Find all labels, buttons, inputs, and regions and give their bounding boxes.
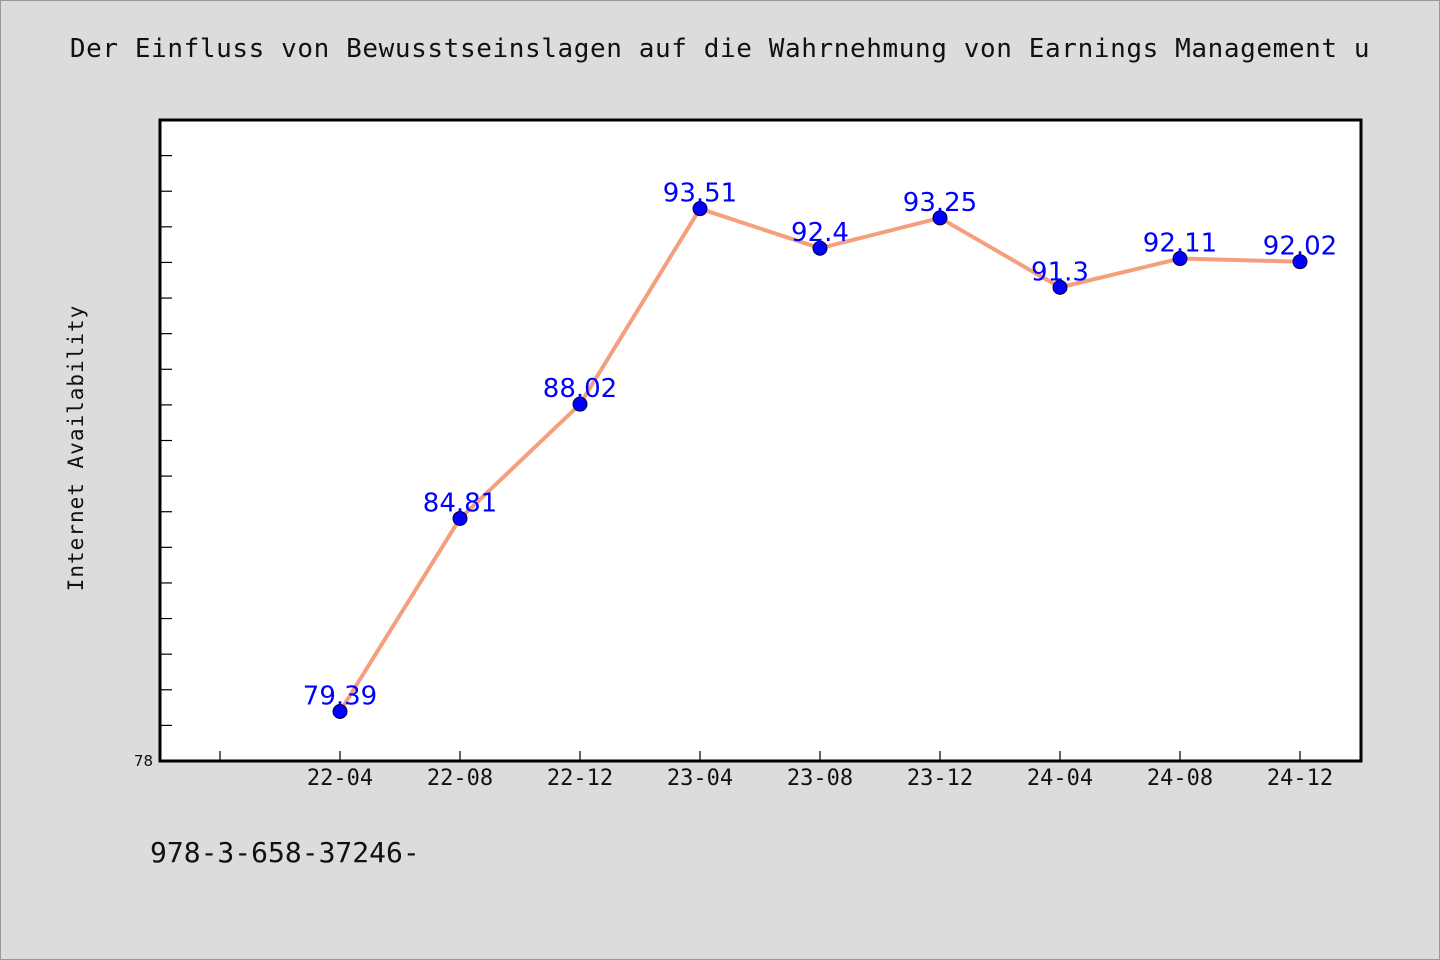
data-label: 93.25 [903, 188, 977, 218]
x-tick-label: 24-12 [1267, 766, 1333, 791]
y-tick-label: 78 [134, 752, 153, 770]
data-point [1172, 251, 1188, 267]
x-tick-label: 24-04 [1027, 766, 1093, 791]
data-label: 92.02 [1263, 232, 1337, 262]
data-label: 92.11 [1143, 229, 1217, 259]
x-axis-ticks: 22-04 22-08 22-12 23-04 23-08 23-12 24-04 24-08… [219, 751, 1333, 791]
data-point [572, 396, 588, 412]
y-axis-ticks: 78 [134, 155, 172, 770]
x-tick-label: 23-12 [907, 766, 973, 791]
data-label: 92.4 [791, 218, 849, 248]
data-point [1052, 279, 1068, 295]
data-point [1292, 254, 1308, 270]
x-tick-label: 22-12 [547, 766, 613, 791]
chart-title: Der Einfluss von Bewusstseinslagen auf d… [69, 34, 1371, 64]
x-tick-label: 23-04 [667, 766, 733, 791]
plot-area [158, 118, 1363, 763]
data-label: 84.81 [423, 488, 497, 518]
data-point [812, 240, 828, 256]
x-tick-label: 24-08 [1147, 766, 1213, 791]
footnote-isbn: 978-3-658-37246- [150, 836, 420, 869]
data-point [452, 510, 468, 526]
data-label: 93.51 [663, 179, 737, 209]
x-tick-label: 22-04 [307, 766, 373, 791]
x-tick-label: 22-08 [427, 766, 493, 791]
data-label: 91.3 [1031, 257, 1089, 287]
data-label: 79.39 [303, 682, 377, 712]
data-label: 88.02 [543, 374, 617, 404]
series-group: 79.39 84.81 88.02 93.51 92.4 93.25 91.3 92.11 92… [303, 179, 1337, 720]
data-point [932, 210, 948, 226]
data-point [332, 704, 348, 720]
x-tick-label: 23-08 [787, 766, 853, 791]
data-point [692, 201, 708, 217]
